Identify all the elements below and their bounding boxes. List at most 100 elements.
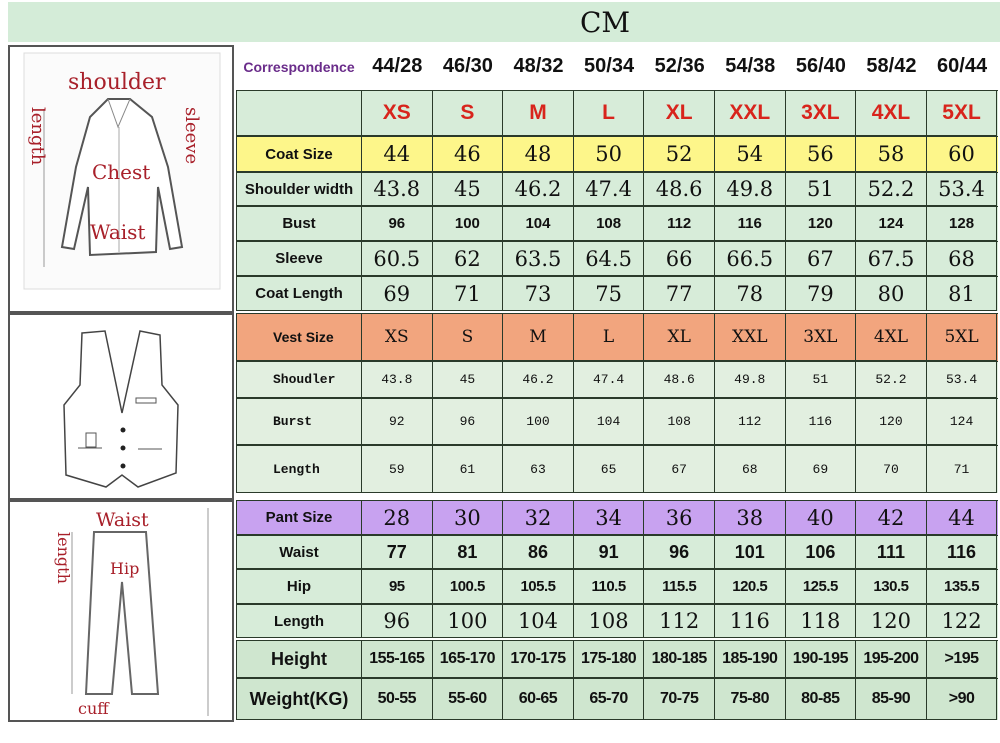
table-cell: 115.5 (644, 570, 715, 604)
size_letters-row: XS S M L XL XXL 3XL 4XL 5XL (236, 90, 998, 136)
table-cell: 40 (785, 501, 857, 535)
table-cell: 80 (856, 277, 927, 311)
table-cell: S (432, 314, 504, 361)
table-cell: 96 (432, 399, 504, 445)
row-label: Shoulder width (236, 173, 362, 206)
table-cell: 96 (644, 536, 715, 569)
table-cell: 5XL (926, 314, 998, 361)
table-cell: 44 (926, 501, 998, 535)
row-label: Correspondence (243, 58, 355, 75)
table-cell: 53.4 (926, 362, 998, 398)
table-cell: 116 (926, 536, 998, 569)
table-cell: 78 (714, 277, 786, 311)
table-cell: 66 (644, 242, 715, 276)
row-label (236, 91, 362, 136)
table-cell: 61 (432, 446, 504, 493)
table-cell: 130.5 (856, 570, 927, 604)
table-cell: 30 (432, 501, 504, 535)
table-cell: 120 (856, 399, 927, 445)
table-cell: 67 (644, 446, 715, 493)
table-cell: 112 (644, 207, 715, 241)
table-cell: 92 (362, 399, 433, 445)
row-label: Bust (236, 207, 362, 241)
table-cell: 190-195 (785, 641, 857, 678)
table-cell: XS (362, 91, 433, 136)
table-cell: 108 (573, 605, 645, 638)
table-cell: 48/32 (513, 55, 564, 77)
coat-chest-label: Chest (92, 160, 150, 184)
row-label: Shoudler (236, 362, 362, 398)
table-cell: 122 (926, 605, 998, 638)
table-cell: 36 (644, 501, 715, 535)
table-cell: XS (362, 314, 433, 361)
table-cell: 4XL (856, 314, 927, 361)
table-cell: 4XL (856, 91, 927, 136)
coat-header-row: Coat Size 44 46 48 50 52 54 56 58 60 (236, 136, 998, 172)
table-cell: 110.5 (573, 570, 645, 604)
row-label: Coat Length (236, 277, 362, 311)
table-cell: 47.4 (573, 173, 645, 206)
table-cell: 111 (856, 536, 927, 569)
table-cell: 86 (503, 536, 574, 569)
table-cell: 50 (573, 137, 645, 172)
pants-illustration: Waist length Hip cuff (8, 500, 234, 722)
table-cell: 104 (503, 605, 574, 638)
table-cell: 165-170 (432, 641, 504, 678)
table-cell: 70 (856, 446, 927, 493)
table-cell: S (432, 91, 504, 136)
coat-rows-0-row: Shoulder width 43.8 45 46.2 47.4 48.6 49.8 51 52… (236, 172, 998, 206)
pant-rows-0-row: Waist 77 81 86 91 96 101 106 111 116 (236, 535, 998, 569)
table-cell: 45 (432, 362, 504, 398)
table-cell: 96 (362, 605, 433, 638)
table-cell: 51 (785, 173, 857, 206)
correspondence-row: Correspondence 44/28 46/30 48/32 50/34 52/36 5… (236, 45, 998, 88)
table-cell: 52/36 (654, 55, 705, 77)
table-cell: XL (644, 314, 715, 361)
fit-rows-0-row: Height 155-165 165-170 170-175 175-180 180-18… (236, 640, 998, 678)
coat-rows-3-row: Coat Length 69 71 73 75 77 78 79 80 81 (236, 276, 998, 311)
table-cell: 75 (573, 277, 645, 311)
table-cell: 124 (856, 207, 927, 241)
pants-length-label: length (54, 532, 73, 584)
table-cell: 175-180 (573, 641, 645, 678)
table-cell: 180-185 (644, 641, 715, 678)
vest-drawing (63, 330, 179, 488)
table-cell: 51 (785, 362, 857, 398)
pants-cuff-label: cuff (78, 699, 110, 718)
table-cell: 112 (714, 399, 786, 445)
table-cell: 120 (856, 605, 927, 638)
table-cell: 3XL (785, 314, 857, 361)
table-cell: 32 (503, 501, 574, 535)
table-cell: XXL (714, 314, 786, 361)
table-cell: 48.6 (644, 173, 715, 206)
row-label: Length (236, 446, 362, 493)
table-cell: 67.5 (856, 242, 927, 276)
table-cell: 60/44 (937, 55, 988, 77)
table-cell: 106 (785, 536, 857, 569)
table-cell: >90 (926, 679, 998, 720)
vest-rows-1-row: Burst 92 96 100 104 108 112 116 120 124 (236, 398, 998, 445)
table-cell: 56/40 (795, 55, 846, 77)
table-cell: 185-190 (714, 641, 786, 678)
table-cell: 58 (856, 137, 927, 172)
pant-header-row: Pant Size 28 30 32 34 36 38 40 42 44 (236, 500, 998, 535)
table-cell: 118 (785, 605, 857, 638)
coat-rows-2-row: Sleeve 60.5 62 63.5 64.5 66 66.5 67 67.5 68 (236, 241, 998, 276)
table-cell: 120.5 (714, 570, 786, 604)
table-cell: 44 (362, 137, 433, 172)
table-cell: 5XL (926, 91, 998, 136)
table-cell: 96 (362, 207, 433, 241)
table-cell: 69 (362, 277, 433, 311)
pants-drawing: Waist length Hip cuff (54, 508, 209, 718)
table-cell: 48.6 (644, 362, 715, 398)
table-cell: 49.8 (714, 173, 786, 206)
table-cell: 52.2 (856, 362, 927, 398)
row-label: Sleeve (236, 242, 362, 276)
table-cell: 28 (362, 501, 433, 535)
table-cell: 71 (926, 446, 998, 493)
table-cell: 60 (926, 137, 998, 172)
table-cell: 45 (432, 173, 504, 206)
coat-illustration: shoulder length sleeve Chest Waist (8, 45, 234, 313)
table-cell: 63 (503, 446, 574, 493)
table-cell: 195-200 (856, 641, 927, 678)
